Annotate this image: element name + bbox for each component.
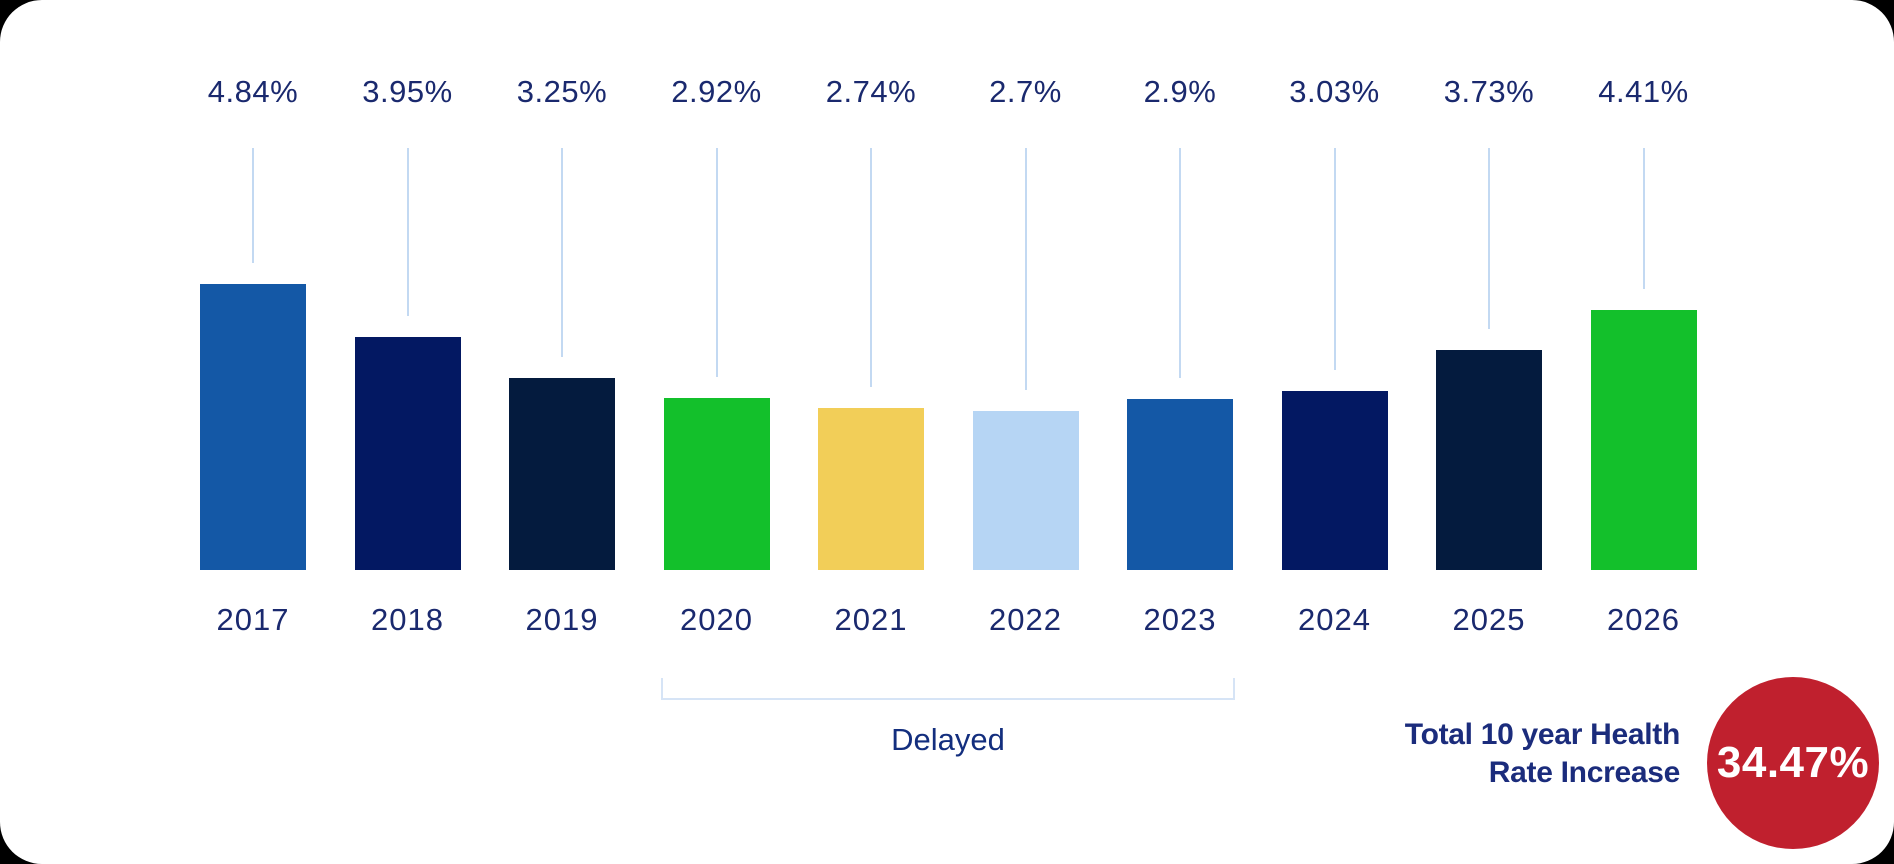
bar-2017 [200,284,306,570]
connector-line-2017 [252,148,254,263]
bar-2020 [663,398,770,570]
x-label-2023: 2023 [1143,602,1217,637]
x-label-2024: 2024 [1298,602,1371,637]
connector-line-2026 [1642,148,1645,289]
value-label-2026: 4.41% [1598,74,1689,109]
connector-line-2024 [1333,148,1336,370]
bar-2019 [509,378,615,570]
bar-2024 [1281,391,1388,570]
x-label-2021: 2021 [834,602,908,637]
x-label-2017: 2017 [216,602,290,637]
delayed-label: Delayed [891,722,1005,757]
bar-2018 [354,337,461,570]
value-label-2025: 3.73% [1443,74,1535,109]
bar-2022 [972,411,1079,570]
value-label-2019: 3.25% [516,74,608,109]
bar-2023 [1127,399,1233,570]
x-label-2019: 2019 [525,602,599,637]
x-label-2022: 2022 [989,602,1062,637]
value-label-2022: 2.7% [989,74,1062,109]
value-label-2021: 2.74% [825,74,917,109]
value-label-2024: 3.03% [1289,74,1380,109]
delayed-bracket [661,678,1235,700]
total-increase-value: 34.47% [1716,738,1870,787]
value-label-2023: 2.9% [1143,74,1217,109]
x-label-2026: 2026 [1607,602,1680,637]
x-label-2020: 2020 [680,602,753,637]
total-increase-label-line2: Rate Increase [1488,756,1681,789]
total-increase-label-line1: Total 10 year Health [1404,718,1681,751]
bar-2021 [818,408,924,570]
total-increase-badge: 34.47% [1707,677,1879,849]
total-increase-label: Total 10 year Health Rate Increase [1160,716,1681,792]
connector-line-2022 [1024,148,1027,390]
connector-line-2023 [1179,148,1181,378]
value-label-2018: 3.95% [362,74,453,109]
connector-line-2018 [406,148,409,316]
bar-2026 [1590,310,1697,570]
connector-line-2025 [1488,148,1490,329]
value-label-2020: 2.92% [671,74,762,109]
connector-line-2020 [715,148,718,377]
value-label-2017: 4.84% [207,74,299,109]
connector-line-2021 [870,148,872,387]
x-label-2018: 2018 [371,602,444,637]
connector-line-2019 [561,148,563,357]
bar-2025 [1436,350,1542,570]
x-label-2025: 2025 [1452,602,1526,637]
